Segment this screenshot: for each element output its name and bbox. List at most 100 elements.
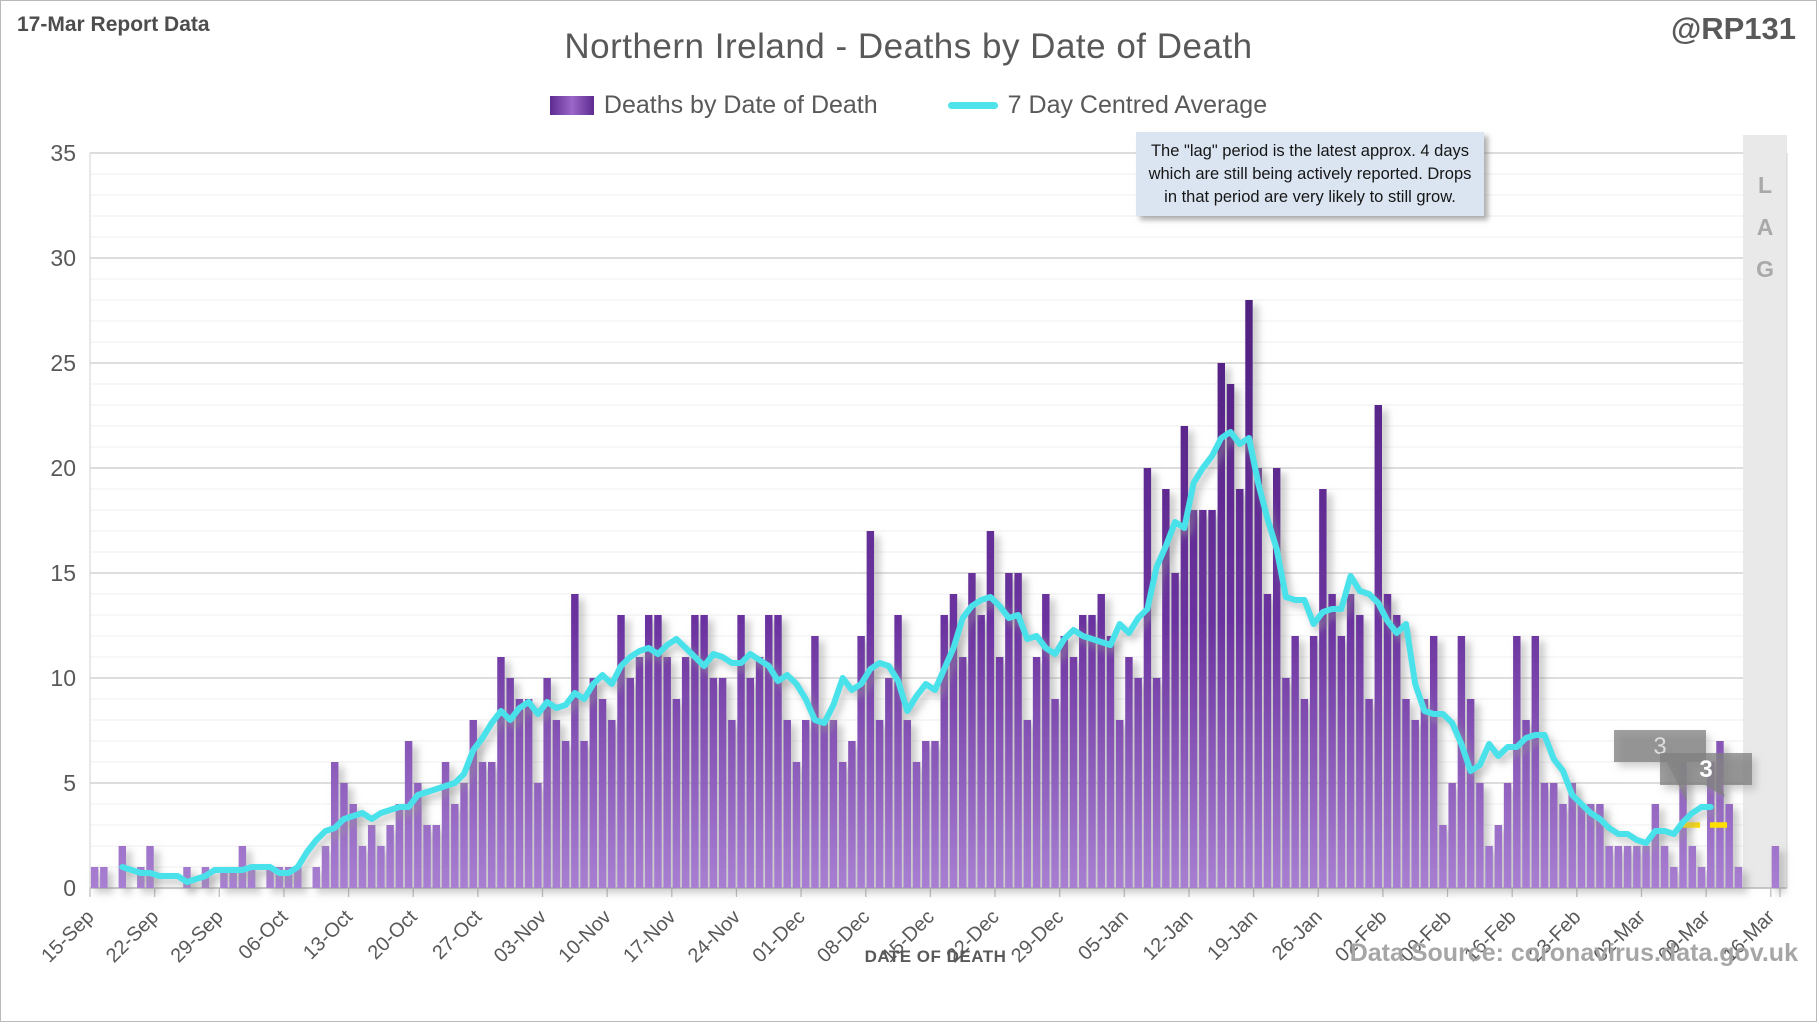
bar [728, 720, 736, 888]
bar [414, 783, 422, 888]
bar [1670, 867, 1678, 888]
bar [1060, 636, 1069, 888]
legend: Deaths by Date of Death 7 Day Centred Av… [1, 91, 1816, 120]
bar [1337, 636, 1346, 888]
bar [820, 720, 828, 888]
chart-title: Northern Ireland - Deaths by Date of Dea… [564, 27, 1253, 66]
bar [1152, 678, 1161, 888]
bar [488, 762, 496, 888]
average-line [119, 429, 1714, 885]
bar [1383, 594, 1392, 888]
y-tick-label: 35 [50, 140, 76, 166]
bar [1023, 720, 1032, 888]
bar [1429, 636, 1438, 888]
bar [801, 720, 810, 888]
bar [1042, 594, 1050, 888]
bar [931, 741, 939, 888]
bar [1688, 846, 1696, 888]
legend-bar-label: Deaths by Date of Death [603, 91, 878, 119]
bar [1522, 720, 1530, 888]
bar [1079, 615, 1087, 888]
bar [635, 657, 644, 888]
bar [1623, 846, 1632, 888]
bar [617, 615, 625, 888]
bar [552, 720, 561, 888]
bar [1725, 804, 1733, 888]
bar [146, 846, 154, 888]
bars-series [90, 300, 1780, 888]
bar [247, 867, 256, 888]
bar [875, 720, 884, 888]
bar [1180, 426, 1189, 888]
bar [284, 867, 293, 888]
bar [266, 867, 274, 888]
bar [1457, 636, 1466, 888]
bar [811, 636, 819, 888]
bar [626, 678, 634, 888]
bar [1245, 300, 1253, 888]
bar [1596, 804, 1604, 888]
bar [1272, 468, 1281, 888]
bar [1485, 846, 1493, 888]
bar [137, 867, 145, 888]
bar [1374, 405, 1382, 888]
bar [534, 783, 542, 888]
bar [229, 867, 237, 888]
bar [1254, 468, 1262, 888]
bar [367, 825, 376, 888]
bar [894, 615, 902, 888]
bar [1134, 678, 1142, 888]
bar [663, 657, 671, 888]
bar [1559, 804, 1567, 888]
bar [1005, 573, 1013, 888]
bar [1263, 594, 1272, 888]
legend-line-label: 7 Day Centred Average [1007, 91, 1268, 119]
bar [792, 762, 801, 888]
legend-item-line: 7 Day Centred Average [947, 91, 1268, 120]
bar [1697, 867, 1706, 888]
bar [995, 657, 1004, 888]
bar [386, 825, 394, 888]
bar [783, 720, 791, 888]
bar [765, 615, 773, 888]
bar [1162, 489, 1170, 888]
bar [1014, 573, 1022, 888]
bar [940, 615, 948, 888]
bar [1106, 636, 1115, 888]
bar [672, 699, 681, 888]
bar [885, 678, 893, 888]
bar [755, 657, 764, 888]
author-handle: @RP131 [1670, 11, 1796, 46]
bar [1199, 510, 1207, 888]
bar [866, 531, 875, 888]
bar [589, 678, 598, 888]
bar [829, 720, 838, 888]
y-tick-label: 0 [63, 875, 76, 901]
bar [848, 741, 856, 888]
legend-item-bars: Deaths by Date of Death [549, 91, 878, 120]
bar [441, 762, 450, 888]
bar [922, 741, 930, 888]
bar [1531, 636, 1539, 888]
bar [1734, 867, 1743, 888]
bar [1660, 846, 1669, 888]
bar [598, 699, 607, 888]
bar [183, 867, 191, 888]
bar [737, 615, 745, 888]
bar [1642, 846, 1650, 888]
bar [100, 867, 108, 888]
bar [1309, 636, 1318, 888]
bar [1577, 804, 1586, 888]
data-label-callout: 3 [1660, 753, 1752, 797]
bar [312, 867, 320, 888]
bar [220, 867, 228, 888]
lag-band-letter: A [1757, 214, 1774, 240]
bar [1282, 678, 1290, 888]
bar [1300, 699, 1309, 888]
bar [654, 615, 662, 888]
bar [423, 825, 431, 888]
y-tick-label: 5 [63, 770, 76, 796]
bar [691, 615, 699, 888]
bar [986, 531, 995, 888]
